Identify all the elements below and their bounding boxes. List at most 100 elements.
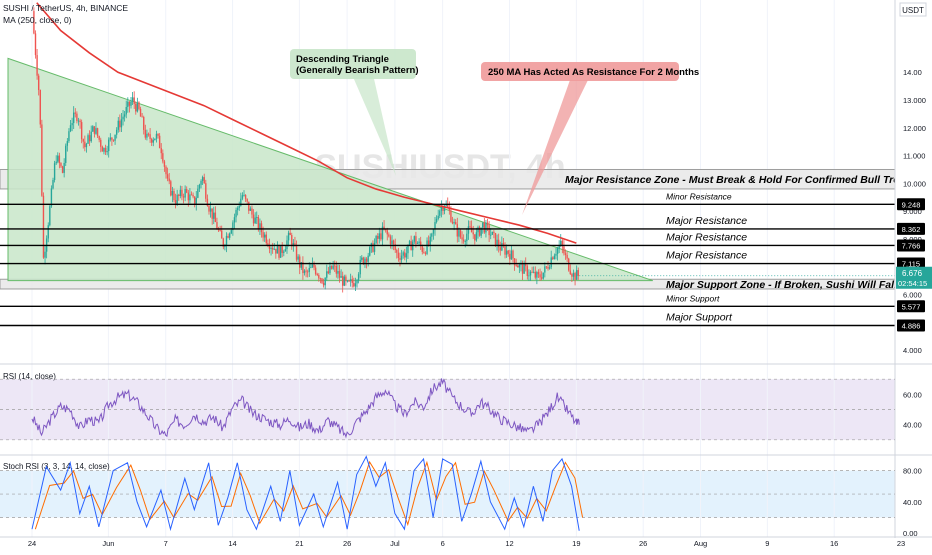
candle-body <box>397 252 400 259</box>
candle-body <box>553 255 556 260</box>
candle-body <box>343 276 345 286</box>
candle-body <box>273 248 275 250</box>
candle-body <box>201 177 204 181</box>
candle-body <box>434 222 436 230</box>
candle-body <box>87 135 89 144</box>
candle-body <box>141 116 143 118</box>
candle-body <box>69 125 72 132</box>
candle-body <box>270 247 272 249</box>
candle-body <box>311 264 314 268</box>
time-tick: 23 <box>897 539 905 548</box>
ma-legend: MA (250, close, 0) <box>3 15 72 25</box>
candle-body <box>332 265 334 269</box>
candle-body <box>482 222 484 228</box>
candle-body <box>203 177 205 184</box>
stoch-k-line <box>31 455 580 532</box>
rsi-line <box>31 378 580 439</box>
price-tick: 13.000 <box>903 96 926 105</box>
candle-body <box>241 195 244 199</box>
major-support-tag-bg <box>897 319 925 332</box>
candle-body <box>322 282 325 286</box>
candle-body <box>278 245 280 258</box>
candle-body <box>462 239 465 242</box>
candle-body <box>326 271 328 278</box>
current-price-tag: 6.676 02:54:15 <box>896 266 932 289</box>
candle-body <box>547 267 549 269</box>
major-resistance-2-label: Major Resistance <box>666 231 747 243</box>
candle-body <box>474 234 476 241</box>
candle-body <box>377 236 379 239</box>
candle-body <box>82 139 84 142</box>
candle-body <box>308 267 310 272</box>
candle-body <box>456 224 458 237</box>
candle-body <box>299 256 301 268</box>
price-axis: 14.00 13.000 12.000 11.000 10.000 9.000 8.000 6… <box>903 68 926 355</box>
candle-body <box>73 112 75 124</box>
candle-body <box>224 245 226 247</box>
candle-body <box>187 192 190 201</box>
candle-body <box>509 253 511 260</box>
candle-body <box>37 75 40 91</box>
candle-body <box>475 232 478 241</box>
candle-body <box>426 240 428 254</box>
price-tick: 14.00 <box>903 68 922 77</box>
triangle-callout-line2: (Generally Bearish Pattern) <box>296 65 419 76</box>
candle-body <box>357 274 360 281</box>
major-resistance-3-tag: 7.115 <box>902 260 920 269</box>
time-tick: 16 <box>830 539 838 548</box>
candle-body <box>182 196 185 198</box>
candle-body <box>243 194 245 196</box>
candle-body <box>101 146 104 152</box>
candle-body <box>219 229 221 231</box>
candle-body <box>389 236 392 245</box>
candle-body <box>327 271 330 274</box>
candle-body <box>228 233 231 238</box>
candle-body <box>512 250 514 259</box>
minor-resistance-tag-bg <box>897 198 925 211</box>
candle-body <box>499 247 501 251</box>
candle-body <box>150 138 153 143</box>
stoch-label: Stoch RSI (3, 3, 14, 14, close) <box>3 462 110 471</box>
candle-body <box>539 274 541 278</box>
candle-body <box>171 191 174 196</box>
candle-body <box>36 55 38 76</box>
candle-body <box>501 243 503 251</box>
major-resistance-1-label: Major Resistance <box>666 215 747 227</box>
candle-body <box>197 188 199 198</box>
candle-body <box>33 11 35 34</box>
candle-body <box>432 229 435 234</box>
candle-body <box>429 236 431 245</box>
candle-body <box>461 237 463 240</box>
candle-body <box>510 250 513 260</box>
candle-body <box>477 227 479 233</box>
candle-body <box>302 262 304 274</box>
minor-support-tag-bg <box>897 300 925 313</box>
candle-body <box>184 189 186 198</box>
candle-body <box>235 209 237 218</box>
rsi-tick: 60.00 <box>903 390 922 399</box>
candle-body <box>111 137 113 140</box>
candle-body <box>502 243 505 247</box>
candle-body <box>152 140 154 143</box>
candle-body <box>286 240 288 250</box>
ma-250-line <box>36 2 577 244</box>
candle-body <box>41 124 43 196</box>
candle-body <box>163 161 166 167</box>
candle-body <box>133 97 135 104</box>
candle-body <box>138 102 140 109</box>
triangle-callout-line1: Descending Triangle <box>296 54 389 65</box>
candle-body <box>189 194 191 201</box>
candle-body <box>386 230 388 235</box>
candle-body <box>458 230 460 237</box>
candle-body <box>472 232 474 235</box>
candle-body <box>321 278 323 283</box>
candle-body <box>100 139 102 147</box>
candle-body <box>485 222 487 233</box>
candle-body <box>176 194 178 205</box>
candle-body <box>181 189 183 197</box>
candle-body <box>186 189 188 193</box>
candle-body <box>88 135 91 142</box>
candle-body <box>447 203 449 208</box>
candle-body <box>168 178 170 182</box>
